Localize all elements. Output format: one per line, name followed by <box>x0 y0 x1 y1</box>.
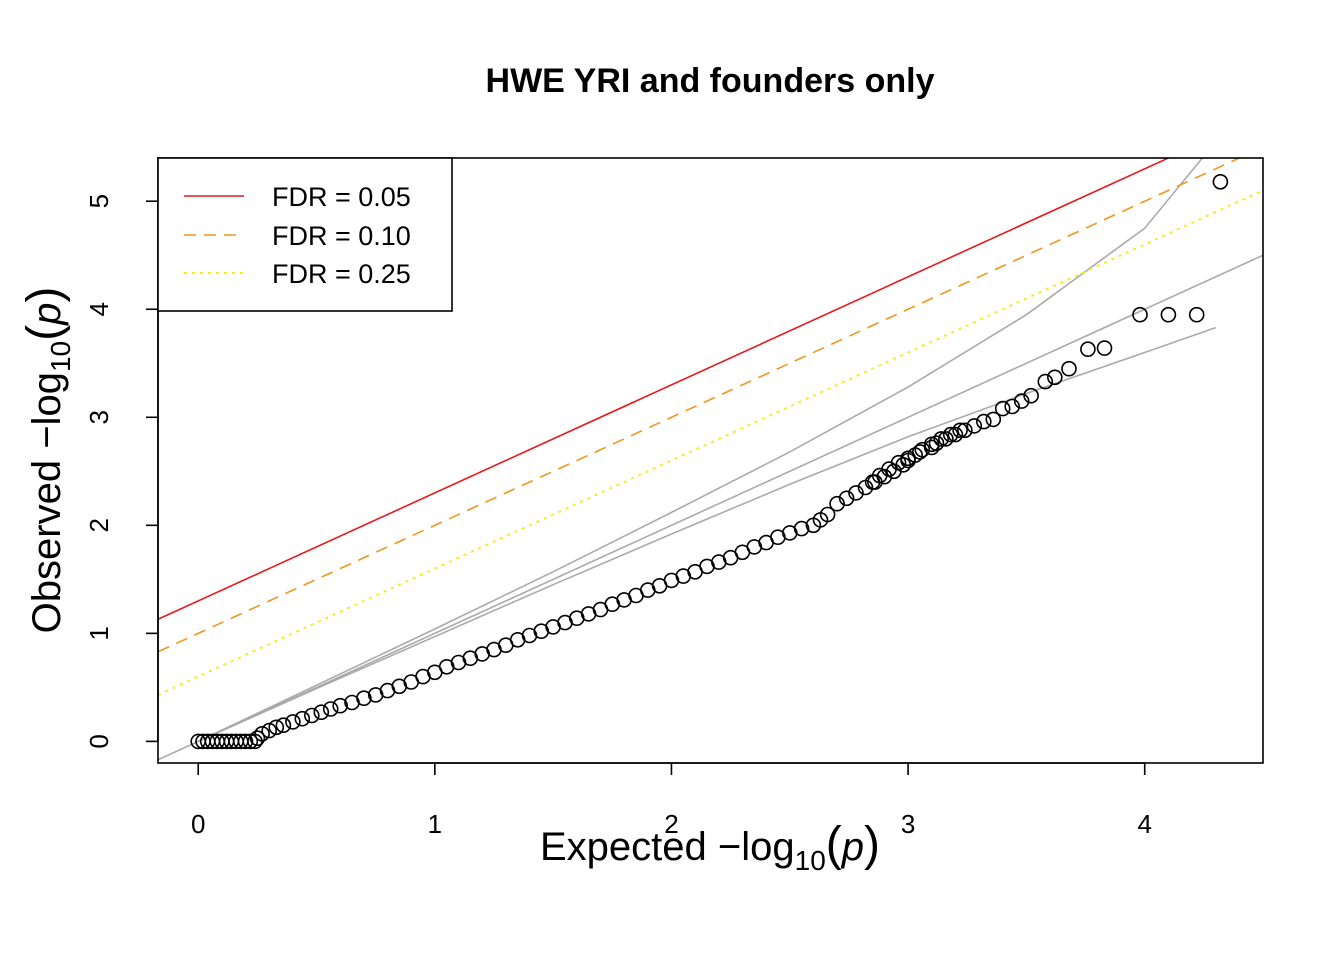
legend-label-fdr-010: FDR = 0.10 <box>272 221 411 251</box>
x-axis-title-open-paren: ( <box>826 818 842 871</box>
x-axis-title-prefix: Expected −log <box>540 825 795 869</box>
data-point <box>947 426 964 443</box>
y-axis-title-close-paren: ) <box>18 287 71 303</box>
data-point <box>975 413 992 430</box>
x-axis-title-variable: p <box>841 825 864 869</box>
data-point <box>1188 306 1205 323</box>
data-point <box>303 707 320 724</box>
x-axis: 0 1 2 3 4 <box>191 762 1152 839</box>
data-point <box>928 435 945 452</box>
data-point <box>1096 340 1113 356</box>
y-tick-label: 3 <box>84 410 114 424</box>
y-axis-title-open-paren: ( <box>18 325 71 341</box>
data-point <box>1037 373 1054 390</box>
y-axis-title: Observed −log10(p) <box>18 287 76 634</box>
y-tick-label: 0 <box>84 734 114 748</box>
legend-label-fdr-025: FDR = 0.25 <box>272 259 411 289</box>
data-point <box>848 485 864 501</box>
confidence-band-lower <box>197 326 1216 743</box>
legend: FDR = 0.05 FDR = 0.10 FDR = 0.25 <box>157 157 453 312</box>
legend-label-fdr-005: FDR = 0.05 <box>272 182 411 212</box>
data-point <box>254 725 270 742</box>
y-axis-title-prefix: Observed −log <box>25 372 69 633</box>
data-point <box>1023 387 1039 404</box>
x-axis-title-close-paren: ) <box>864 818 880 871</box>
x-tick-label: 4 <box>1137 809 1151 839</box>
fdr-line-2 <box>158 189 1263 696</box>
y-tick-label: 1 <box>84 626 114 640</box>
data-point <box>957 422 973 439</box>
y-tick-label: 2 <box>84 518 114 532</box>
plot-area <box>158 158 1263 761</box>
data-point <box>285 714 301 730</box>
chart-title: HWE YRI and founders only <box>486 62 935 100</box>
reference-line <box>158 254 1263 761</box>
data-point <box>294 710 311 727</box>
data-point <box>322 701 339 717</box>
data-point <box>261 722 278 739</box>
y-tick-label: 5 <box>84 194 114 208</box>
data-point <box>242 733 259 750</box>
data-point <box>313 704 330 721</box>
data-point <box>985 411 1002 428</box>
data-point <box>819 506 836 523</box>
x-tick-label: 3 <box>901 809 915 839</box>
data-point <box>268 719 285 736</box>
x-axis-title-subscript: 10 <box>795 845 826 876</box>
data-point <box>952 422 968 439</box>
data-point <box>933 431 950 447</box>
data-point <box>1004 398 1021 415</box>
data-point <box>1212 174 1229 190</box>
y-tick-label: 4 <box>84 302 114 316</box>
data-point <box>249 730 266 747</box>
y-axis-title-variable: p <box>25 303 69 326</box>
data-point <box>923 439 940 456</box>
x-tick-label: 2 <box>664 809 678 839</box>
data-point <box>838 490 855 507</box>
fdr-line-0 <box>158 158 1171 621</box>
data-point <box>793 520 810 537</box>
data-point <box>1061 360 1077 377</box>
data-point <box>1047 369 1063 386</box>
data-point <box>942 426 959 443</box>
y-axis: 0 1 2 3 4 5 <box>84 194 159 749</box>
y-axis-title-subscript: 10 <box>45 341 76 372</box>
x-tick-label: 1 <box>428 809 442 839</box>
data-point <box>356 690 372 707</box>
x-axis-title: Expected −log10(p) <box>540 818 880 876</box>
data-point <box>275 717 292 734</box>
data-point <box>966 418 983 434</box>
confidence-band-upper <box>197 158 1204 743</box>
fdr-line-1 <box>158 158 1242 653</box>
data-point <box>332 697 349 714</box>
data-point <box>938 431 954 447</box>
data-point <box>890 454 907 471</box>
data-point <box>237 733 254 750</box>
data-point <box>994 400 1011 417</box>
data-point <box>900 450 916 467</box>
data-point <box>829 495 845 512</box>
data-point <box>1132 306 1148 323</box>
x-tick-label: 0 <box>191 809 205 839</box>
data-point <box>1160 306 1177 323</box>
data-point <box>1080 341 1096 358</box>
data-point <box>914 441 931 458</box>
data-point <box>1013 393 1030 409</box>
